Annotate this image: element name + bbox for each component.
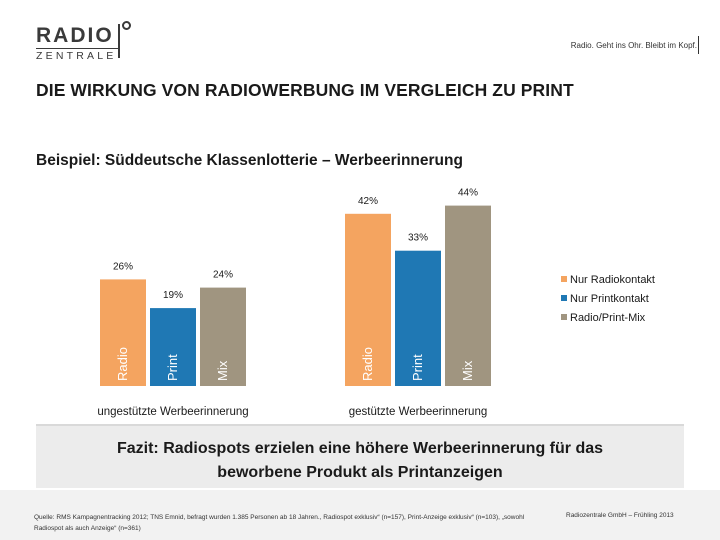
bar-label: Print	[165, 354, 180, 381]
bar-1-group-2	[345, 213, 391, 386]
legend-swatch	[561, 276, 567, 282]
legend-entry: Radio/Print-Mix	[570, 312, 646, 324]
data-label: 44%	[458, 188, 478, 199]
source-note: Quelle: RMS Kampagnentracking 2012; TNS …	[34, 514, 525, 532]
legend-swatch	[561, 314, 567, 320]
bar-1-group-1	[100, 279, 146, 386]
data-label: 33%	[408, 233, 428, 244]
data-label: 24%	[213, 270, 233, 281]
bar-3-group-1	[200, 287, 246, 386]
data-label: 19%	[163, 290, 183, 301]
bar-label: Mix	[215, 360, 230, 381]
page-title: DIE WIRKUNG VON RADIOWERBUNG IM VERGLEIC…	[36, 80, 574, 100]
logo-radio-text: RADIO	[36, 24, 114, 47]
legend-entry: Nur Printkontakt	[570, 293, 649, 305]
logo-vertical-line	[118, 24, 120, 58]
bar-2-group-1	[150, 308, 196, 386]
logo-dot-icon	[122, 21, 131, 30]
copyright-note: Radiozentrale GmbH – Frühling 2013	[566, 512, 674, 519]
fazit-box: Fazit: Radiospots erzielen eine höhere W…	[36, 424, 684, 488]
legend-entry: Nur Radiokontakt	[570, 274, 655, 286]
tagline: Radio. Geht ins Ohr. Bleibt im Kopf.	[570, 41, 697, 50]
bar-2-group-2	[395, 250, 441, 386]
footer: Quelle: RMS Kampagnentracking 2012; TNS …	[0, 490, 720, 540]
legend-swatch	[561, 295, 567, 301]
data-label: 42%	[358, 196, 378, 207]
bar-3-group-2	[445, 205, 491, 386]
bar-label: Print	[410, 354, 425, 381]
chart-subtitle: Beispiel: Süddeutsche Klassenlotterie – …	[36, 152, 463, 169]
logo-zentrale-text: ZENTRALE	[36, 50, 117, 62]
category-label: gestützte Werbeerinnerung	[349, 406, 488, 418]
data-label: 26%	[113, 261, 133, 272]
bar-label: Radio	[115, 347, 130, 381]
bar-label: Mix	[460, 360, 475, 381]
category-label: ungestützte Werbeerinnerung	[97, 406, 248, 418]
logo-divider	[36, 48, 120, 49]
bar-label: Radio	[360, 347, 375, 381]
radiozentrale-logo: RADIO ZENTRALE	[36, 20, 136, 62]
tagline-bar	[697, 36, 699, 54]
fazit-text: Fazit: Radiospots erzielen eine höhere W…	[116, 440, 604, 481]
